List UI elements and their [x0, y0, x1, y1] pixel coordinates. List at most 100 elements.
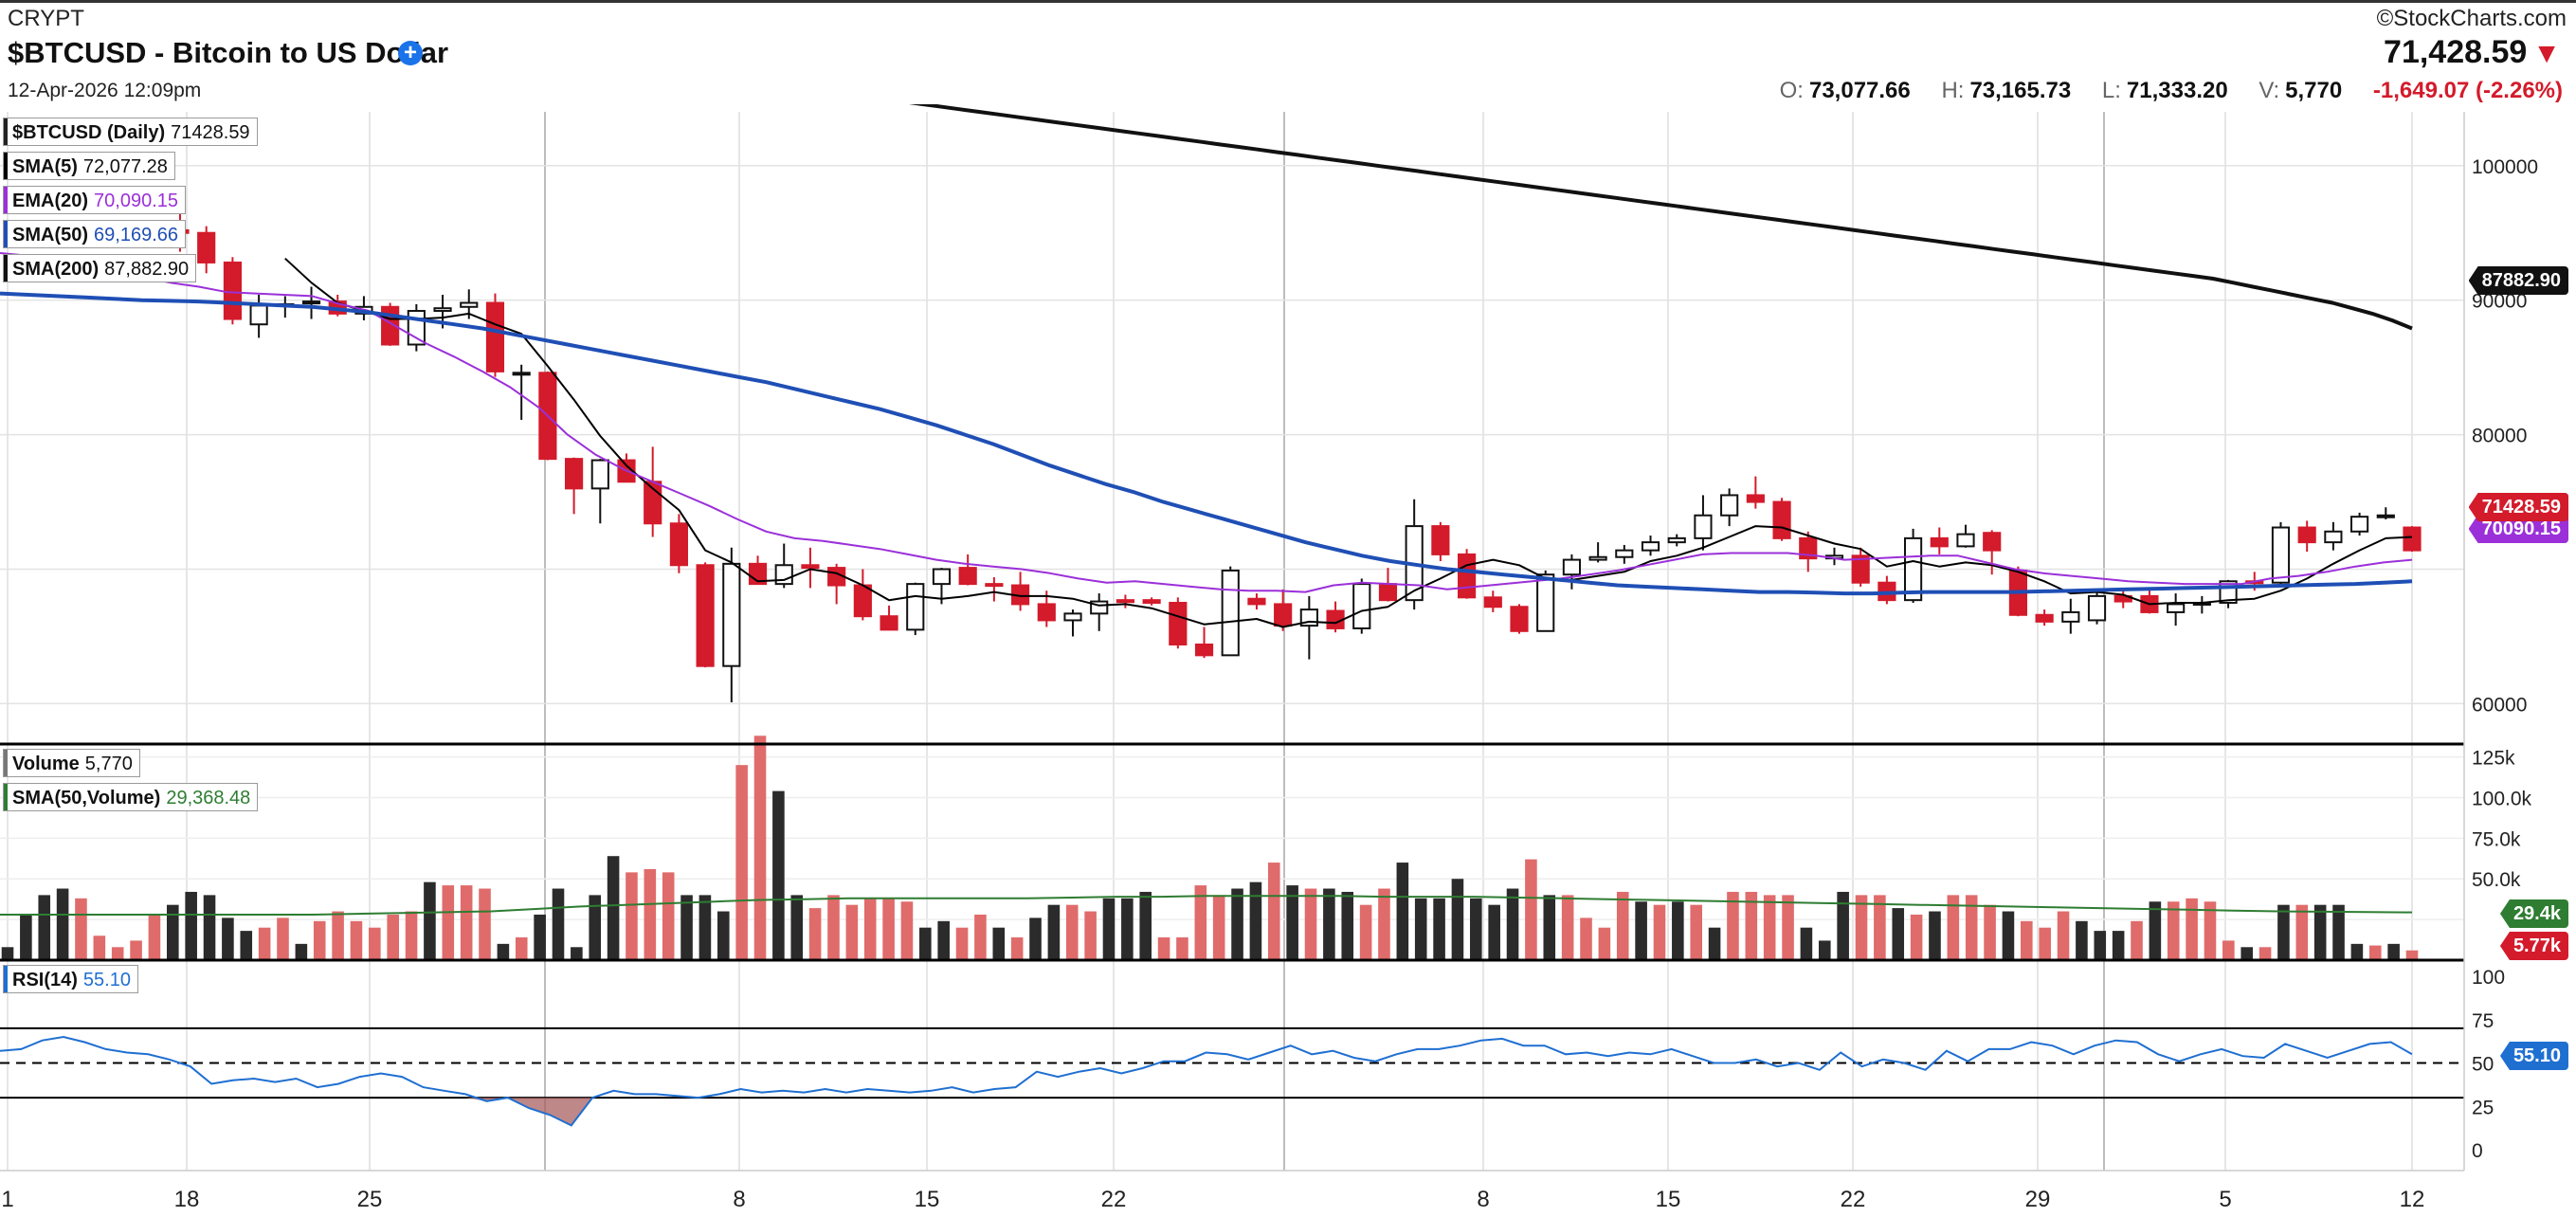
x-tick-label: 29 — [2025, 1187, 2051, 1212]
volume-bar — [1561, 895, 1574, 959]
volume-bar — [295, 943, 308, 959]
volume-bar — [332, 911, 344, 959]
volume-bar — [1231, 888, 1243, 959]
volume-bar — [1653, 904, 1666, 959]
candle-body — [669, 522, 689, 567]
candle — [932, 568, 952, 605]
price-y-tick-label: 60000 — [2472, 694, 2527, 716]
volume-bar — [93, 935, 106, 959]
volume-bar — [2112, 931, 2125, 959]
candle — [1194, 627, 1214, 659]
volume-bar — [863, 898, 877, 959]
candle — [1431, 521, 1450, 561]
open-label: O: — [1779, 78, 1804, 103]
candle — [1169, 597, 1188, 649]
candle — [1405, 499, 1424, 610]
candle-body — [223, 261, 243, 320]
candle — [1352, 578, 1371, 634]
candle-body — [1536, 573, 1555, 632]
add-plus-icon[interactable]: + — [398, 41, 423, 65]
candle — [1667, 534, 1686, 547]
price-change: -1,649.07 (-2.26%) — [2372, 78, 2563, 103]
volume-bar — [1635, 901, 1647, 959]
candle-body — [2113, 594, 2132, 603]
candle — [748, 555, 768, 586]
legend-sma50: SMA(50) 69,169.66 — [3, 220, 186, 248]
volume-bar — [387, 914, 399, 959]
candle-body — [1930, 536, 1949, 548]
candle — [1274, 589, 1293, 631]
volume-bar — [1029, 917, 1042, 959]
candle — [2140, 588, 2159, 614]
candle-body — [1799, 536, 1818, 560]
volume-bar — [258, 927, 271, 959]
volume-bar — [1782, 895, 1794, 959]
sma5-line — [284, 257, 2413, 628]
volume-bar — [1433, 898, 1445, 959]
candle — [669, 514, 689, 573]
candle — [1457, 549, 1477, 599]
candle — [1326, 601, 1345, 633]
candle-body — [1694, 514, 1713, 539]
candle — [1930, 527, 1949, 554]
volume-y-tick-label: 125k — [2472, 748, 2515, 770]
candle-body — [1588, 555, 1607, 561]
x-tick-label: 18 — [174, 1187, 200, 1212]
candle-body — [853, 584, 872, 618]
high-value: 73,165.73 — [1969, 78, 2072, 103]
candle — [853, 569, 872, 621]
candle — [2087, 590, 2107, 625]
volume-bar — [1047, 904, 1061, 959]
x-tick-label: 8 — [1477, 1187, 1489, 1212]
candle — [1247, 593, 1266, 610]
legend-price: $BTCUSD (Daily) 71428.59 — [3, 118, 258, 146]
volume-bar — [56, 888, 69, 959]
volume-bar — [1672, 901, 1684, 959]
volume-bar — [753, 736, 767, 959]
volume-bar — [1323, 888, 1335, 959]
axis-layer: 100000 90000 80000 60000 125k 100.0k 75.0k 50.0… — [0, 112, 2538, 1212]
volume-bar — [937, 920, 950, 959]
candle — [2167, 593, 2186, 627]
volume-bar — [2368, 945, 2382, 959]
rsi-oversold-fill — [507, 1098, 593, 1126]
volume-bar — [1745, 891, 1758, 959]
volume-bar — [1267, 863, 1280, 959]
brand-link[interactable]: ©StockCharts.com — [2376, 6, 2567, 31]
volume-bar — [2222, 940, 2235, 959]
candle — [512, 364, 531, 420]
candle — [1641, 536, 1660, 556]
volume-bar — [1139, 891, 1152, 959]
candle-body — [1562, 558, 1582, 576]
volume-bar — [662, 872, 675, 959]
volume-bar — [203, 895, 216, 959]
volume-bar — [405, 911, 418, 959]
candle-body — [1116, 599, 1135, 604]
volume-bar — [808, 908, 822, 959]
candle-body — [1063, 612, 1082, 622]
volume-bar — [2076, 920, 2088, 959]
candle — [1851, 547, 1870, 587]
candle — [301, 286, 321, 319]
candle — [2376, 507, 2395, 520]
candle-body — [1772, 500, 1791, 539]
stock-chart[interactable]: 100000 90000 80000 60000 125k 100.0k 75.0k 50.0… — [0, 104, 2576, 1217]
volume-y-tick-label: 100.0k — [2472, 788, 2532, 809]
volume-bar — [1010, 936, 1024, 959]
legend-volume-sma: SMA(50,Volume) 29,368.48 — [3, 783, 259, 811]
legend-volume: Volume 5,770 — [3, 749, 140, 777]
volume-bar — [1837, 891, 1849, 959]
candle-body — [301, 300, 321, 305]
volume-bar — [1157, 936, 1170, 959]
volume-bar — [882, 898, 895, 959]
candle — [722, 547, 741, 703]
candle-body — [512, 372, 531, 376]
volume-bar — [75, 898, 87, 959]
volume-bar — [1286, 885, 1298, 959]
volume-bar — [1304, 888, 1317, 959]
candle — [985, 577, 1004, 602]
candle-body — [407, 310, 426, 346]
volume-bar — [1194, 885, 1207, 959]
candle-body — [2061, 610, 2080, 623]
volume-bar — [222, 917, 234, 959]
